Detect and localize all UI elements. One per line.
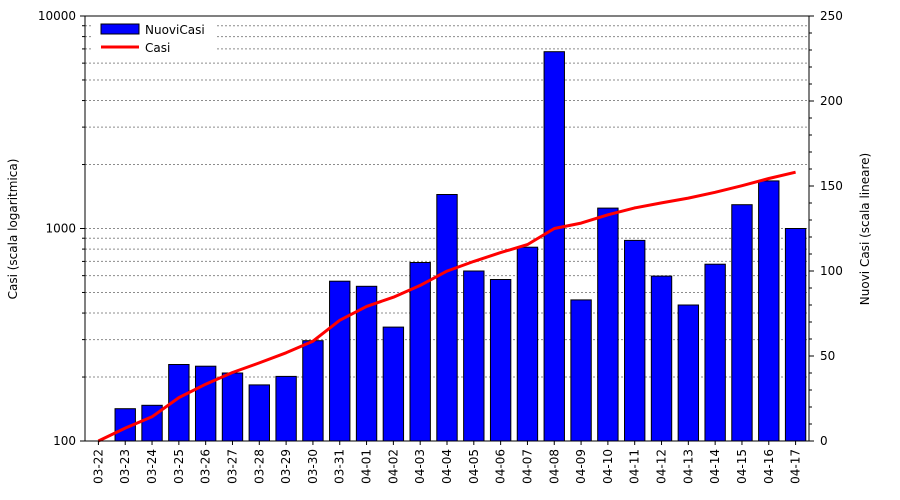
x-tick-label: 03-28: [252, 449, 266, 484]
x-tick-label: 04-06: [494, 449, 508, 484]
right-tick-label: 150: [820, 179, 843, 193]
legend-label-nuovicasi: NuoviCasi: [145, 23, 205, 37]
bar: [221, 372, 244, 442]
left-tick-label: 100: [53, 434, 76, 448]
right-tick-label: 250: [820, 9, 843, 23]
bar: [329, 280, 351, 442]
line-series-casi: [97, 170, 796, 443]
x-tick-label: 04-12: [655, 449, 669, 484]
bar: [463, 270, 485, 442]
bar: [624, 239, 646, 442]
x-tick-label: 03-25: [172, 449, 186, 484]
x-tick-label: 04-07: [520, 449, 534, 484]
bar: [543, 51, 565, 442]
bar-series-nuovicasi: [114, 51, 807, 442]
x-axis-ticks: 03-22 03-23 03-24 03-25 03-26 03-27 03-28 03-29…: [91, 441, 803, 484]
x-tick-label: 03-26: [199, 449, 213, 484]
x-tick-label: 04-09: [574, 449, 588, 484]
bar: [784, 228, 807, 442]
bar: [436, 194, 458, 442]
left-axis-ticks: 100 1000 10000: [38, 9, 85, 448]
line-casi: [97, 170, 796, 443]
x-tick-label: 03-22: [91, 449, 105, 484]
x-tick-label: 04-01: [360, 449, 374, 484]
bar: [516, 246, 539, 442]
right-axis-ticks: 0 50 100 150 200 250: [809, 9, 843, 448]
bar: [302, 340, 324, 442]
x-tick-label: 04-14: [708, 449, 722, 484]
right-tick-label: 100: [820, 264, 843, 278]
x-tick-label: 04-10: [601, 449, 615, 484]
x-tick-label: 04-03: [413, 449, 427, 484]
left-tick-label: 10000: [38, 9, 76, 23]
left-axis-label: Casi (scala logaritmica): [6, 159, 20, 300]
x-tick-label: 04-11: [628, 449, 642, 484]
left-tick-label: 1000: [45, 222, 76, 236]
right-axis-label: Nuovi Casi (scala lineare): [858, 153, 872, 305]
x-tick-label: 03-27: [225, 449, 239, 484]
x-tick-label: 03-24: [145, 449, 159, 484]
right-tick-label: 0: [820, 434, 828, 448]
bar: [758, 180, 780, 442]
bar: [704, 263, 726, 442]
x-tick-label: 04-08: [547, 449, 561, 484]
x-tick-label: 03-29: [279, 449, 293, 484]
legend: NuoviCasi Casi: [92, 20, 217, 58]
bar: [677, 304, 700, 442]
legend-label-casi: Casi: [145, 41, 170, 55]
bar: [489, 279, 512, 442]
x-tick-label: 03-31: [333, 449, 347, 484]
x-tick-label: 04-16: [762, 449, 776, 484]
x-tick-label: 04-02: [386, 449, 400, 484]
bar: [194, 365, 217, 442]
x-tick-label: 03-30: [306, 449, 320, 484]
x-tick-label: 04-05: [467, 449, 481, 484]
x-tick-label: 04-04: [440, 449, 454, 484]
x-tick-label: 03-23: [118, 449, 132, 484]
bar: [382, 326, 405, 442]
bar: [650, 275, 673, 442]
right-tick-label: 200: [820, 94, 843, 108]
bar: [275, 375, 297, 442]
x-tick-label: 04-17: [789, 449, 803, 484]
bar: [570, 299, 592, 442]
x-tick-label: 04-13: [681, 449, 695, 484]
right-tick-label: 50: [820, 349, 835, 363]
bar: [248, 384, 270, 442]
bar: [731, 204, 753, 442]
legend-swatch-nuovicasi: [100, 23, 140, 35]
bar: [597, 207, 619, 442]
x-tick-label: 04-15: [735, 449, 749, 484]
